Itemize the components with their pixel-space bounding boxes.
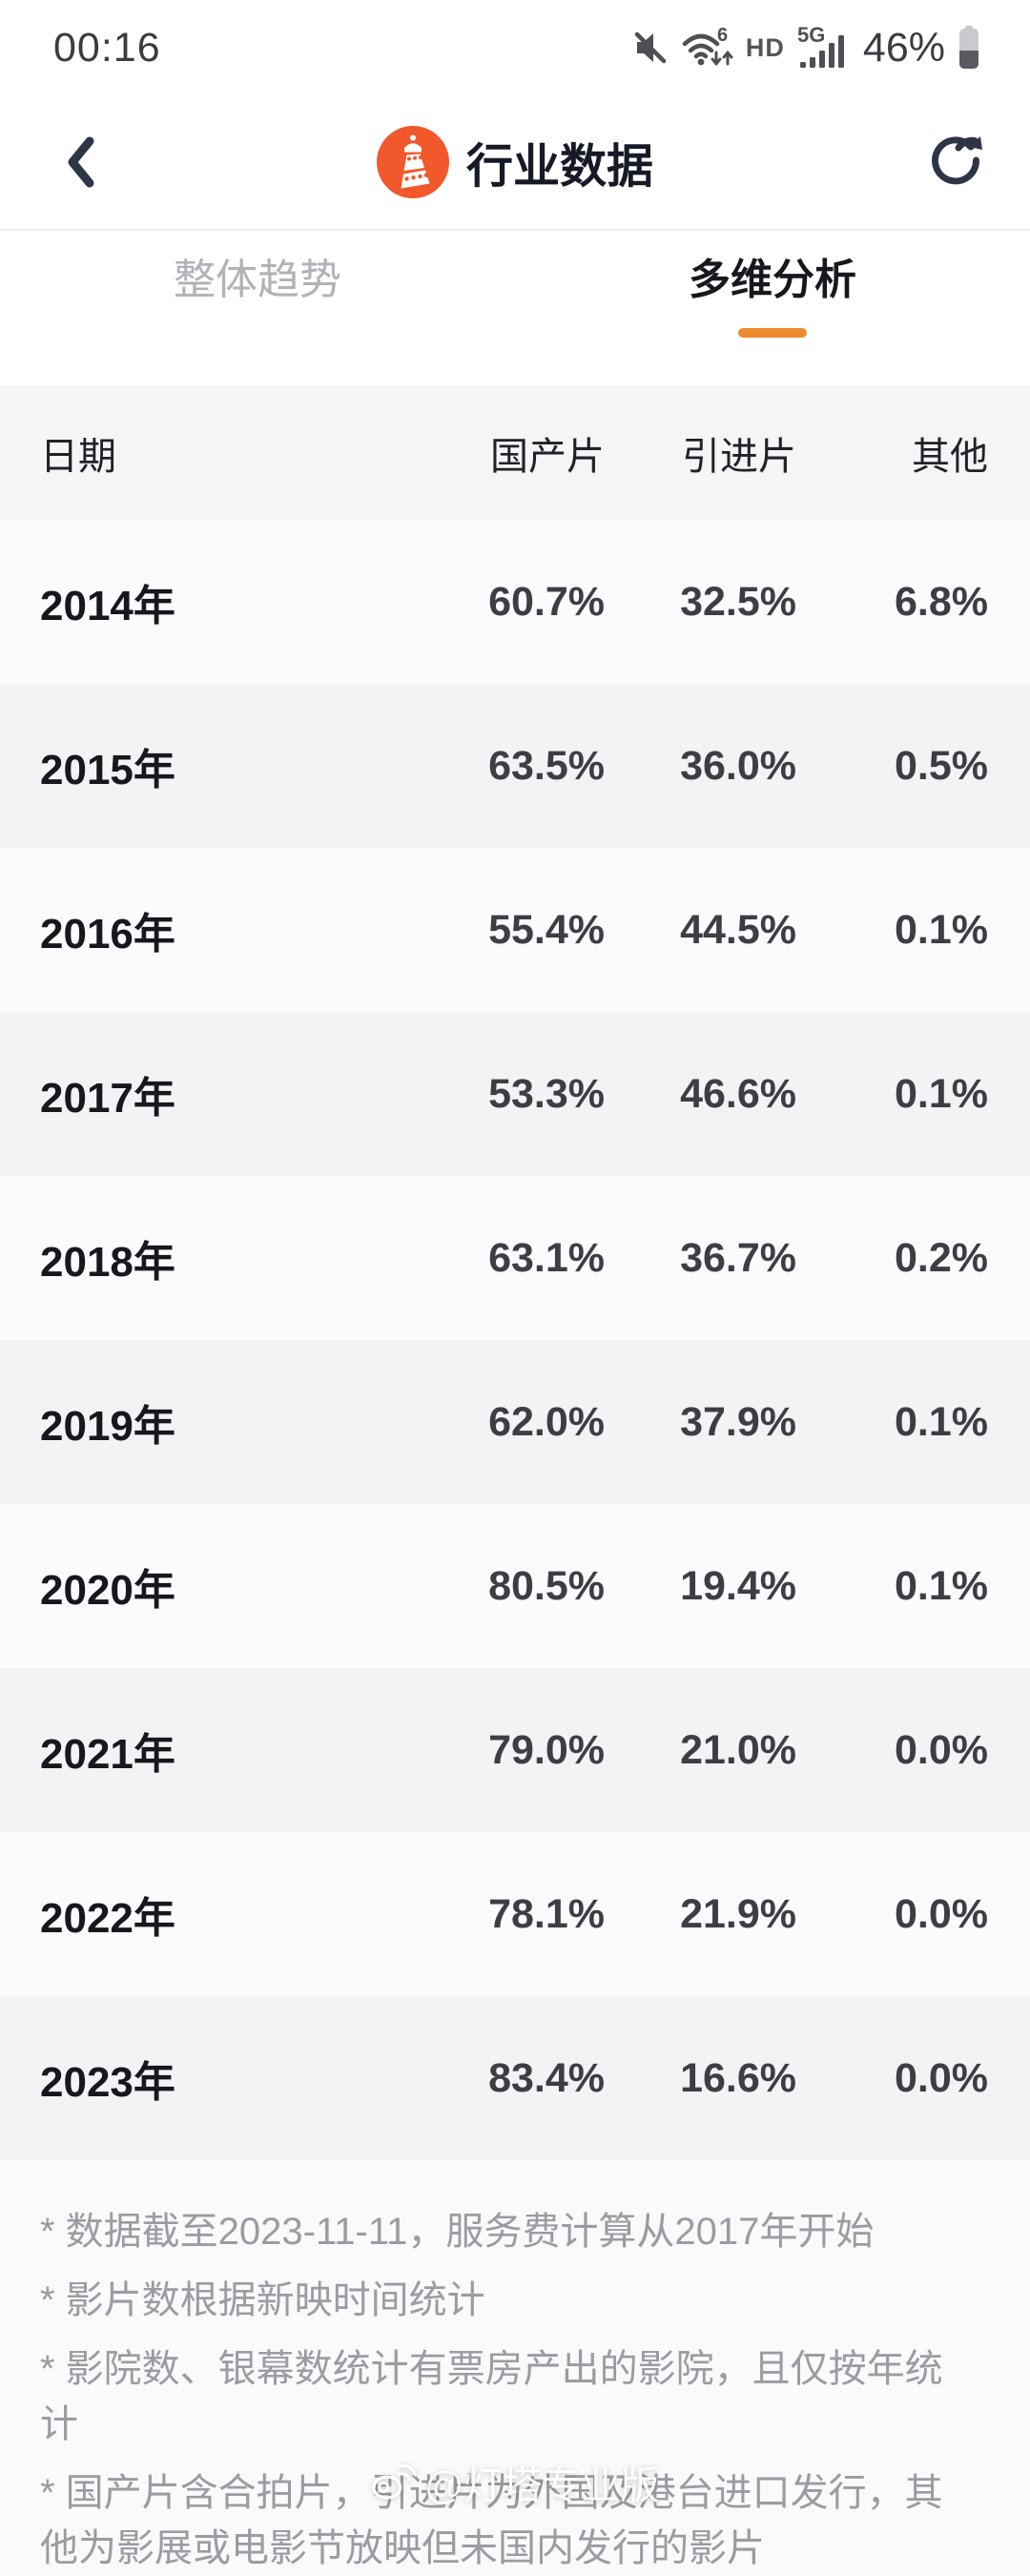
imported-share: 21.9% (680, 1890, 796, 1937)
table-row-2015: 2015年 63.5% 36.0% 0.5% (0, 684, 1030, 848)
other-share: 0.1% (894, 1070, 988, 1117)
other-share: 0.1% (894, 1398, 988, 1445)
imported-share: 36.7% (680, 1234, 796, 1281)
row-year: 2019年 (40, 1403, 175, 1450)
other-share: 0.2% (894, 1234, 988, 1281)
industry-data-table: 日期 国产片 引进片 其他 2014年 60.7% 32.5% 6.8% 201… (0, 385, 1030, 2160)
imported-share: 21.0% (680, 1726, 796, 1773)
status-bar: 00:16 6 HD 5G 46% (0, 0, 1030, 95)
refresh-icon (932, 136, 982, 185)
watermark: @灯塔专业版 (371, 2453, 660, 2510)
table-row-2021: 2021年 79.0% 21.0% 0.0% (0, 1668, 1030, 1832)
domestic-share: 63.1% (488, 1234, 605, 1281)
domestic-share: 63.5% (488, 742, 605, 789)
domestic-share: 62.0% (488, 1398, 605, 1445)
domestic-share: 79.0% (488, 1726, 605, 1773)
column-header-domestic: 国产片 (490, 435, 605, 478)
tab-label: 多维分析 (689, 257, 856, 303)
footnotes: * 数据截至2023-11-11，服务费计算从2017年开始 * 影片数根据新映… (0, 2160, 1030, 2576)
table-row-2020: 2020年 80.5% 19.4% 0.1% (0, 1504, 1030, 1668)
imported-share: 36.0% (680, 742, 796, 789)
header-divider (0, 229, 1030, 231)
tab-overall-trend[interactable]: 整体趋势 (0, 231, 515, 385)
domestic-share: 80.5% (488, 1562, 605, 1609)
back-button[interactable] (53, 128, 107, 196)
other-share: 0.0% (894, 1726, 988, 1773)
domestic-share: 60.7% (488, 578, 605, 625)
row-year: 2016年 (40, 911, 175, 958)
active-tab-underline (738, 328, 807, 338)
table-row-2019: 2019年 62.0% 37.9% 0.1% (0, 1340, 1030, 1504)
footnote-film-count: * 影片数根据新映时间统计 (40, 2279, 485, 2321)
signal-5g-icon: 5G (797, 26, 844, 68)
row-year: 2021年 (40, 1731, 175, 1778)
chevron-left-icon (68, 136, 94, 188)
table-row-2022: 2022年 78.1% 21.9% 0.0% (0, 1832, 1030, 1996)
column-header-date: 日期 (40, 435, 116, 478)
tab-bar: 整体趋势 多维分析 (0, 231, 1030, 385)
battery-icon (959, 26, 978, 69)
table-row-2016: 2016年 55.4% 44.5% 0.1% (0, 848, 1030, 1012)
imported-share: 44.5% (680, 906, 796, 953)
table-header-row: 日期 国产片 引进片 其他 (0, 385, 1030, 520)
network-type-label: 5G (797, 26, 825, 47)
footnote-data-cutoff: * 数据截至2023-11-11，服务费计算从2017年开始 (40, 2211, 875, 2253)
row-year: 2015年 (40, 747, 175, 793)
hd-indicator: HD (745, 32, 785, 62)
column-header-imported: 引进片 (682, 435, 796, 478)
wifi-icon: 6 (682, 26, 733, 66)
clock: 00:16 (53, 24, 161, 71)
domestic-share: 78.1% (488, 1890, 605, 1937)
status-icons: 6 HD 5G 46% (631, 24, 982, 72)
table-row-2017: 2017年 53.3% 46.6% 0.1% (0, 1012, 1030, 1176)
app-header: 行业数据 (0, 95, 1030, 229)
imported-share: 46.6% (680, 1070, 796, 1117)
imported-share: 37.9% (680, 1398, 796, 1445)
domestic-share: 53.3% (488, 1070, 605, 1117)
footnote-cinema-count: * 影院数、银幕数统计有票房产出的影院，且仅按年统计 (40, 2348, 943, 2445)
other-share: 0.1% (894, 906, 988, 953)
mute-icon (634, 31, 667, 64)
row-year: 2020年 (40, 1567, 175, 1614)
lighthouse-app-icon (376, 126, 449, 198)
other-share: 6.8% (894, 578, 988, 625)
domestic-share: 83.4% (488, 2054, 605, 2101)
domestic-share: 55.4% (488, 906, 605, 953)
other-share: 0.1% (894, 1562, 988, 1609)
table-row-2018: 2018年 63.1% 36.7% 0.2% (0, 1176, 1030, 1340)
row-year: 2017年 (40, 1075, 175, 1122)
imported-share: 32.5% (680, 578, 796, 625)
tab-multi-dimension-analysis[interactable]: 多维分析 (515, 231, 1030, 385)
imported-share: 19.4% (680, 1562, 796, 1609)
wifi6-badge: 6 (717, 26, 728, 46)
row-year: 2022年 (40, 1895, 175, 1942)
table-row-2023: 2023年 83.4% 16.6% 0.0% (0, 1996, 1030, 2160)
page-title: 行业数据 (465, 140, 653, 193)
watermark-text: @灯塔专业版 (423, 2463, 660, 2507)
other-share: 0.0% (894, 2054, 988, 2101)
weibo-icon (372, 2463, 417, 2500)
other-share: 0.0% (894, 1890, 988, 1937)
tab-underline (223, 328, 292, 338)
battery-percent: 46% (862, 24, 945, 71)
row-year: 2018年 (40, 1239, 175, 1286)
imported-share: 16.6% (680, 2054, 796, 2101)
table-row-2014: 2014年 60.7% 32.5% 6.8% (0, 520, 1030, 684)
other-share: 0.5% (894, 742, 988, 789)
refresh-button[interactable] (925, 133, 984, 192)
tab-label: 整体趋势 (174, 257, 341, 303)
row-year: 2014年 (40, 583, 175, 629)
column-header-other: 其他 (912, 435, 988, 478)
row-year: 2023年 (40, 2059, 175, 2106)
